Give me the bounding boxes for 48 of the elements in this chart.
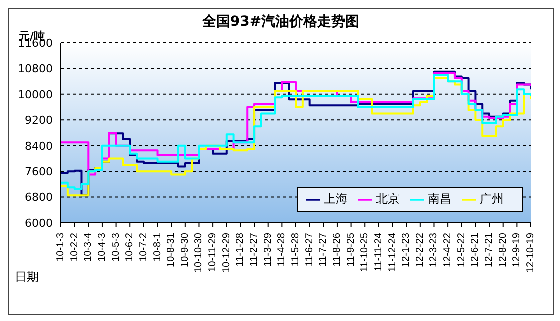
- legend-label: 北京: [376, 192, 400, 206]
- x-tick-label: 12-5-22: [456, 232, 468, 268]
- x-tick-label: 10-10-30: [194, 232, 205, 274]
- x-tick-label: 12-2-22: [414, 232, 426, 268]
- x-tick-label: 11-10-25: [360, 232, 371, 272]
- x-tick-label: 12-1-23: [401, 232, 412, 268]
- x-tick-label: 12-6-21: [470, 232, 482, 268]
- x-tick-label: 10-5-3: [110, 232, 122, 262]
- y-tick-label: 6000: [25, 216, 53, 230]
- x-tick-label: 11-3-29: [262, 232, 274, 267]
- x-tick-label: 10-7-2: [138, 232, 150, 262]
- legend-label: 上海: [324, 192, 348, 206]
- x-tick-label: 11-4-28: [276, 232, 288, 267]
- x-tick-label: 10-8-31: [166, 232, 178, 268]
- y-tick-label: 9200: [25, 114, 53, 128]
- x-tick-label: 11-1-28: [235, 232, 246, 267]
- x-tick-label: 11-2-27: [249, 232, 260, 267]
- x-tick-label: 10-6-2: [124, 232, 136, 262]
- x-tick-label: 12-7-21: [484, 232, 496, 268]
- y-tick-label: 7600: [25, 165, 53, 178]
- x-tick-label: 10-9-30: [180, 232, 191, 268]
- x-tick-label: 10-4-3: [96, 232, 108, 262]
- y-tick-label: 8400: [25, 140, 53, 153]
- x-tick-label: 10-8-1: [152, 232, 164, 262]
- x-tick-label: 12-3-23: [428, 232, 440, 268]
- x-axis-title: 日期: [15, 269, 39, 286]
- chart-title: 全国93#汽油价格走势图: [201, 13, 361, 31]
- x-tick-label: 10-12-29: [221, 232, 232, 274]
- legend-label: 南昌: [428, 192, 452, 206]
- x-tick-label: 10-3-4: [83, 232, 94, 262]
- x-tick-label: 12-8-20: [498, 232, 509, 268]
- x-tick-label: 10-2-2: [69, 232, 80, 262]
- x-tick-label: 11-7-27: [318, 232, 330, 267]
- x-tick-label: 12-4-22: [442, 232, 454, 268]
- y-tick-label: 10000: [18, 88, 53, 102]
- y-tick-label: 6800: [25, 191, 53, 204]
- x-tick-label: 12-10-19: [526, 232, 536, 274]
- x-tick-label: 11-9-25: [346, 232, 357, 267]
- x-tick-label: 11-11-24: [373, 232, 384, 272]
- x-tick-label: 11-5-28: [290, 232, 302, 267]
- y-tick-label: 10800: [18, 62, 53, 76]
- legend-label: 广州: [480, 192, 504, 206]
- x-tick-label: 12-9-19: [512, 232, 523, 268]
- x-tick-label: 11-12-24: [387, 232, 398, 272]
- x-tick-label: 10-11-29: [208, 232, 219, 272]
- x-tick-label: 10-1-3: [56, 232, 66, 262]
- x-tick-label: 11-6-27: [304, 232, 316, 267]
- x-tick-label: 11-8-26: [332, 232, 343, 267]
